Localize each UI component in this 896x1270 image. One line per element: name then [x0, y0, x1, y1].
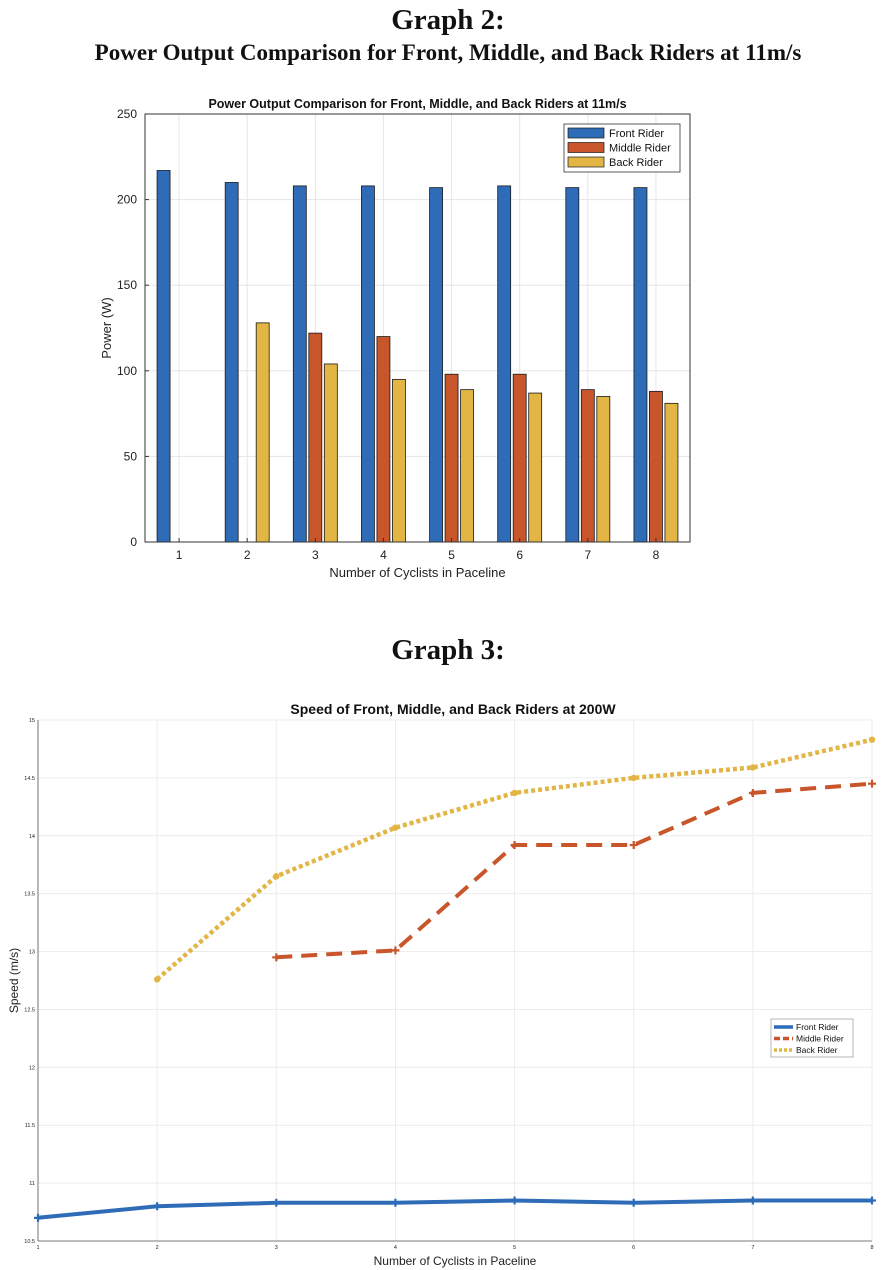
y-tick-label: 11.5 [25, 1123, 35, 1129]
x-tick-label: 3 [312, 548, 319, 562]
legend-label-back: Back Rider [609, 157, 663, 169]
x-tick-label: 4 [380, 548, 387, 562]
graph3-heading: Graph 3: [391, 634, 505, 666]
point-back [630, 774, 637, 782]
power-bar-chart: 0 50 100 150 200 250 1 2 3 4 5 6 7 8 Power Output Comp… [99, 97, 691, 580]
series-line-front [37, 1198, 872, 1220]
point-back [392, 824, 399, 831]
x-tick-label: 4 [394, 1245, 397, 1251]
x-tick-label: 7 [584, 548, 591, 562]
y-axis-label: Power (W) [99, 297, 114, 358]
x-tick-label: 2 [156, 1245, 159, 1251]
legend-label-front: Front Rider [609, 128, 664, 140]
point-middle [510, 841, 519, 850]
point-middle [391, 946, 400, 955]
point-back [511, 789, 518, 797]
y-tick-label: 15 [29, 718, 35, 724]
y-tick-label: 250 [117, 107, 137, 121]
x-tick-label: 5 [448, 548, 455, 562]
legend-label-middle: Middle Rider [796, 1034, 844, 1044]
point-front [34, 1213, 42, 1222]
x-tick-label: 7 [751, 1245, 754, 1251]
x-axis-label: Number of Cyclists in Paceline [329, 565, 505, 580]
point-middle [868, 779, 876, 788]
x-tick-label: 8 [653, 548, 660, 562]
point-front [629, 1198, 638, 1207]
y-tick-label: 13.5 [24, 892, 35, 898]
point-front [748, 1196, 757, 1205]
point-front [391, 1198, 400, 1207]
x-tick-label: 5 [513, 1245, 516, 1251]
y-tick-label: 14 [29, 834, 35, 840]
chart-title: Power Output Comparison for Front, Middl… [208, 97, 626, 111]
legend-swatch-middle [567, 142, 605, 153]
chart-title: Speed of Front, Middle, and Back Riders … [290, 701, 616, 717]
y-tick-label: 11 [29, 1181, 35, 1187]
y-axis-label: Speed (m/s) [7, 948, 21, 1013]
y-tick-label: 12.5 [24, 1007, 35, 1013]
point-front [868, 1196, 876, 1205]
x-tick-label: 1 [36, 1245, 39, 1251]
legend-label-front: Front Rider [796, 1022, 839, 1032]
point-front [510, 1196, 519, 1205]
y-tick-label: 200 [117, 193, 137, 207]
x-axis-label: Number of Cyclists in Paceline [374, 1254, 537, 1268]
x-tick-label: 6 [632, 1245, 635, 1251]
legend-swatch-front [567, 127, 605, 139]
point-front [153, 1202, 162, 1211]
point-front [272, 1198, 281, 1207]
graph2-heading: Graph 2: [391, 4, 505, 36]
y-tick-label: 150 [117, 278, 137, 292]
plot-frame [144, 113, 691, 543]
x-tick-label: 8 [870, 1245, 873, 1251]
point-middle [748, 788, 757, 797]
graph2-subheading: Power Output Comparison for Front, Middl… [94, 40, 802, 65]
point-back [749, 764, 757, 771]
legend-label-back: Back Rider [796, 1045, 838, 1055]
y-tick-label: 0 [130, 535, 137, 549]
point-back [868, 736, 876, 743]
point-back [273, 873, 280, 880]
y-tick-label: 12 [29, 1065, 35, 1071]
series-line-middle [276, 781, 873, 960]
x-tick-label: 1 [176, 548, 183, 562]
x-tick-label: 3 [275, 1245, 278, 1251]
y-tick-label: 14.5 [24, 776, 35, 782]
legend-swatch-back [567, 156, 605, 168]
point-middle [629, 841, 638, 850]
y-tick-label: 10.5 [24, 1239, 35, 1245]
y-tick-label: 50 [124, 449, 138, 463]
x-tick-label: 2 [244, 548, 251, 562]
point-back [153, 976, 161, 983]
y-tick-label: 13 [29, 950, 35, 956]
point-middle [272, 953, 281, 962]
legend-label-middle: Middle Rider [609, 143, 671, 155]
x-tick-label: 6 [516, 548, 523, 562]
y-tick-label: 100 [117, 364, 137, 378]
